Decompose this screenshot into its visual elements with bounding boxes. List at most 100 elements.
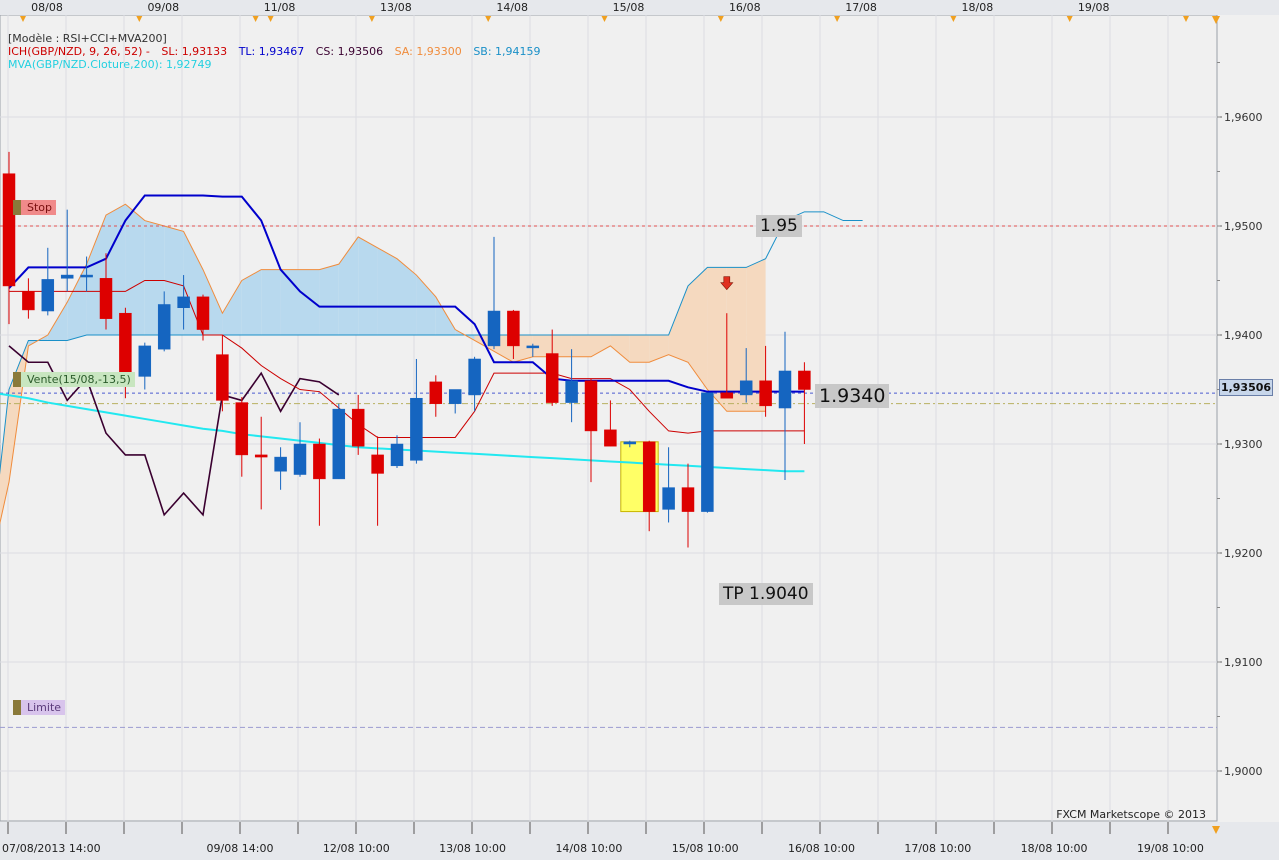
candle	[177, 275, 190, 330]
top-date-label: 16/08	[729, 1, 761, 14]
legend-ichimoku: ICH(GBP/NZD, 9, 26, 52) - SL: 1,93133 TL…	[8, 45, 541, 58]
cloud-segment	[261, 269, 281, 335]
candle-body	[80, 274, 93, 278]
candle	[99, 253, 113, 330]
candle	[274, 447, 287, 490]
limit-order-tag[interactable]: Limite	[13, 700, 66, 715]
cloud-segment	[629, 335, 650, 363]
current-price-tag: 1,93506	[1219, 379, 1273, 396]
candle	[545, 329, 559, 406]
legend-ich-sb: SB: 1,94159	[473, 45, 541, 58]
session-marker-icon	[252, 16, 259, 22]
candle	[507, 309, 520, 359]
legend-model: [Modèle : RSI+CCI+MVA200]	[8, 32, 167, 45]
candle-body	[196, 296, 210, 330]
session-marker-icon	[485, 16, 492, 22]
cloud-segment	[300, 269, 320, 335]
y-tick-label: 1,9400	[1224, 329, 1263, 342]
cloud-segment	[241, 269, 262, 335]
candle-body	[99, 278, 113, 319]
session-marker-icon	[601, 16, 608, 22]
cloud-segment	[532, 335, 553, 357]
candle-body	[778, 370, 792, 409]
top-date-label: 13/08	[380, 1, 412, 14]
order-levels	[0, 225, 1217, 728]
stop-order-tag[interactable]: Stop	[13, 200, 57, 215]
candle	[642, 440, 656, 532]
candle-body	[526, 345, 540, 349]
top-date-label: 14/08	[496, 1, 528, 14]
candle-body	[507, 310, 520, 347]
candle	[720, 313, 734, 399]
candle	[623, 440, 637, 448]
session-marker-icon	[950, 16, 957, 22]
session-marker-icon	[20, 16, 26, 22]
cloud-segment	[649, 335, 669, 363]
mva200-line	[0, 392, 805, 473]
top-date-label: 11/08	[264, 1, 296, 14]
chikou-span-line	[8, 345, 340, 517]
candle-body	[448, 389, 462, 404]
candle	[41, 247, 55, 316]
bottom-time-label: 18/08 10:00	[1021, 842, 1088, 855]
cloud-segment	[688, 267, 708, 390]
candle	[701, 392, 714, 513]
candle-body	[274, 456, 287, 472]
candle	[390, 435, 404, 468]
candle	[798, 362, 811, 444]
candle-body	[22, 291, 35, 311]
level-label-1-95: 1.95	[756, 215, 802, 237]
candle	[157, 291, 171, 352]
candle-body	[468, 358, 481, 396]
top-date-label: 17/08	[845, 1, 877, 14]
legend-mva: MVA(GBP/NZD.Cloture,200): 1,92749	[8, 58, 212, 71]
bottom-time-label: 19/08 10:00	[1137, 842, 1204, 855]
candle-body	[60, 274, 74, 279]
candle	[2, 151, 16, 325]
session-marker-icon	[834, 16, 841, 22]
cloud-segment	[610, 335, 630, 363]
y-tick-label: 1,9500	[1224, 220, 1263, 233]
cloud-segment	[746, 258, 766, 412]
level-label-1-9340: 1.9340	[815, 384, 890, 408]
session-marker-icon	[267, 16, 274, 22]
candle	[293, 422, 307, 477]
cloud-segment	[222, 280, 242, 335]
candle	[22, 278, 35, 319]
candle-body	[2, 173, 16, 287]
candle	[584, 378, 598, 483]
candle	[565, 349, 578, 423]
candle-body	[332, 408, 346, 480]
indicator-lines	[0, 194, 805, 517]
y-tick-label: 1,9000	[1224, 765, 1263, 778]
candle-body	[604, 429, 617, 447]
cloud-segment	[358, 236, 378, 335]
cloud-segment	[377, 247, 397, 335]
candle-body	[701, 392, 714, 512]
candles	[2, 151, 811, 548]
legend-ich-sa: SA: 1,93300	[394, 45, 462, 58]
cloud-segment	[0, 389, 9, 523]
candle-body	[177, 296, 190, 309]
sell-order-tag[interactable]: Vente(15/08,-13,5)	[13, 372, 135, 387]
cloud-segment	[125, 204, 145, 335]
bottom-time-label: 12/08 10:00	[323, 842, 390, 855]
kijun-sen-line	[8, 194, 805, 393]
candle	[526, 343, 540, 357]
candle-body	[662, 487, 675, 510]
senkou-span-a-line	[0, 203, 766, 525]
session-marker-icon	[136, 16, 143, 22]
candle-body	[371, 454, 384, 474]
candle-body	[41, 279, 55, 312]
candle	[60, 209, 74, 292]
candle-body	[798, 370, 811, 390]
candle-body	[720, 392, 734, 399]
candle	[332, 403, 346, 480]
legend-ich-name: ICH(GBP/NZD, 9, 26, 52) -	[8, 45, 150, 58]
candle-body	[410, 397, 423, 461]
cloud-segment	[707, 267, 727, 412]
candle-body	[157, 304, 171, 350]
cloud-segment	[397, 258, 417, 335]
candle	[429, 375, 443, 417]
top-date-label: 15/08	[613, 1, 645, 14]
